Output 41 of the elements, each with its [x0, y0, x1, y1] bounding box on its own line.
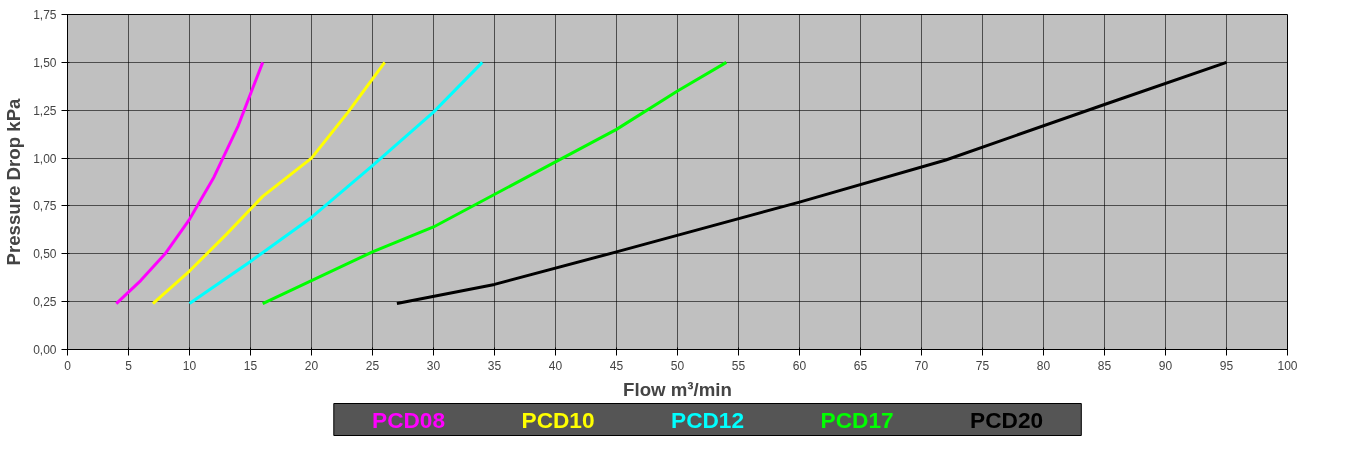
- x-tick-label: 85: [1097, 358, 1112, 373]
- y-tick-label: 1,00: [33, 151, 57, 166]
- x-tick-label: 95: [1219, 358, 1234, 373]
- y-tick-label: 0,75: [33, 199, 57, 214]
- y-tick-label: 0,50: [33, 247, 57, 262]
- line-series: [261, 60, 728, 306]
- x-tick-label: 10: [182, 358, 197, 373]
- line-series: [151, 60, 387, 306]
- y-axis-title: Pressure Drop kPa: [3, 97, 25, 266]
- line-series: [114, 60, 265, 306]
- x-tick-label: 40: [548, 358, 563, 373]
- x-tick-label: 100: [1277, 358, 1298, 373]
- x-tick-label: 25: [365, 358, 380, 373]
- x-tick-label: 50: [670, 358, 685, 373]
- text: PCD08: [372, 406, 446, 433]
- x-tick-label: 20: [304, 358, 319, 373]
- y-tick-label: 0,00: [33, 343, 57, 357]
- y-tick-label: 1,75: [33, 8, 57, 22]
- line-series: [188, 60, 484, 306]
- x-axis-title: Flow m³/min: [623, 378, 732, 400]
- x-tick-label: 90: [1158, 358, 1173, 373]
- x-tick-label: 80: [1036, 358, 1051, 373]
- x-tick-label: 60: [792, 358, 807, 373]
- x-tick-label: 75: [975, 358, 990, 373]
- x-tick-label: 45: [609, 358, 624, 373]
- x-tick-label: 65: [853, 358, 868, 373]
- x-tick-label: 0: [64, 358, 72, 373]
- y-tick-label: 1,50: [33, 55, 57, 70]
- x-tick-label: 55: [731, 358, 746, 373]
- x-tick-label: 15: [243, 358, 258, 373]
- x-tick-label: 35: [487, 358, 502, 373]
- x-tick-label: 5: [125, 358, 133, 373]
- line-series: [395, 60, 1228, 306]
- text: PCD17: [820, 406, 894, 433]
- y-tick-label: 1,25: [33, 103, 57, 118]
- text: PCD20: [970, 406, 1044, 433]
- text: PCD10: [521, 406, 595, 433]
- x-tick-label: 70: [914, 358, 929, 373]
- y-tick-label: 0,25: [33, 295, 57, 310]
- text: PCD12: [671, 406, 745, 433]
- x-tick-label: 30: [426, 358, 441, 373]
